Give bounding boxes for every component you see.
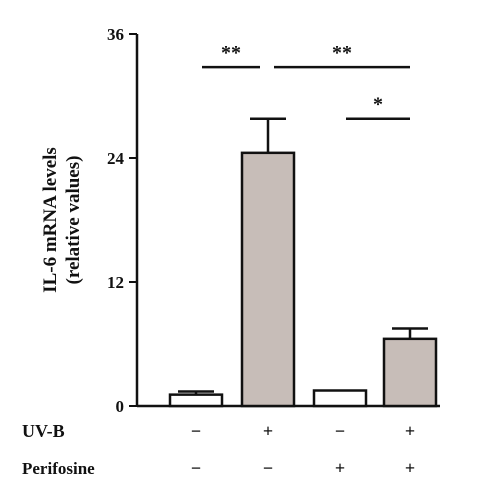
significance-brackets: ** *** [202, 42, 410, 120]
y-tick-label: 0 [116, 397, 125, 416]
y-tick-label: 36 [107, 25, 124, 44]
condition-table: UV-B − + − + Perifosine − − + + [22, 421, 415, 478]
condition-sign: + [405, 421, 415, 441]
condition-sign: − [191, 458, 201, 478]
condition-sign: − [335, 421, 345, 441]
condition-sign: − [263, 458, 273, 478]
y-tick-label: 12 [107, 273, 124, 292]
y-axis-label-line1: IL-6 mRNA levels [40, 147, 61, 293]
error-bars [178, 117, 428, 395]
condition-sign: − [191, 421, 201, 441]
bar [382, 337, 438, 408]
bar [168, 393, 224, 408]
condition-label: UV-B [22, 421, 65, 441]
condition-sign: + [263, 421, 273, 441]
significance-label: * [373, 94, 383, 116]
condition-sign: + [335, 458, 345, 478]
significance-label: ** [221, 42, 241, 64]
y-axis-label-line2: (relative values) [63, 156, 84, 285]
bar [240, 151, 296, 408]
bar [312, 389, 368, 408]
significance-label: ** [332, 42, 352, 64]
condition-label: Perifosine [22, 459, 95, 478]
bars [168, 151, 438, 408]
y-tick-label: 24 [107, 149, 125, 168]
condition-sign: + [405, 458, 415, 478]
